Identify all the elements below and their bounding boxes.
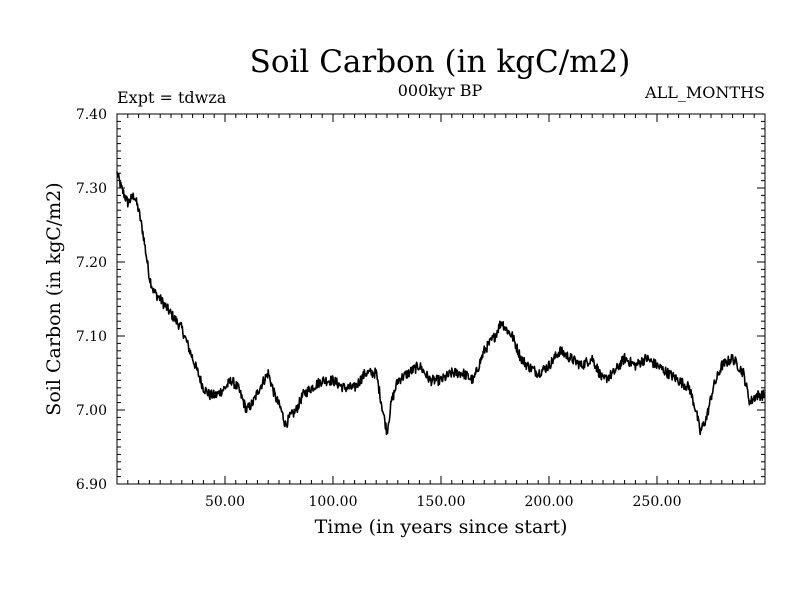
x-axis: 50.00 100.00 150.00 200.00 250.00 [205,114,682,510]
series-group [116,171,766,436]
minor-ticks [117,114,765,484]
y-tick-label: 7.40 [76,107,107,123]
experiment-label: Expt = tdwza [117,88,227,107]
x-tick-label: 250.00 [633,494,682,510]
x-tick-label: 50.00 [205,494,245,510]
x-tick-label: 150.00 [417,494,466,510]
period-label: ALL_MONTHS [644,83,765,102]
series-line [116,171,766,436]
y-tick-label: 7.00 [76,403,107,419]
y-tick-label: 7.10 [76,329,107,345]
chart-title: Soil Carbon (in kgC/m2) [250,44,631,80]
y-axis: 6.90 7.00 7.10 7.20 7.30 7.40 [76,107,765,493]
plot-frame [116,113,766,485]
x-axis-label: Time (in years since start) [315,516,568,538]
x-tick-label: 100.00 [309,494,358,510]
y-tick-label: 7.20 [76,255,107,271]
chart-subtitle: 000kyr BP [398,81,483,100]
y-tick-label: 6.90 [76,477,107,493]
y-tick-label: 7.30 [76,181,107,197]
x-tick-label: 200.00 [525,494,574,510]
y-axis-label: Soil Carbon (in kgC/m2) [43,182,65,415]
